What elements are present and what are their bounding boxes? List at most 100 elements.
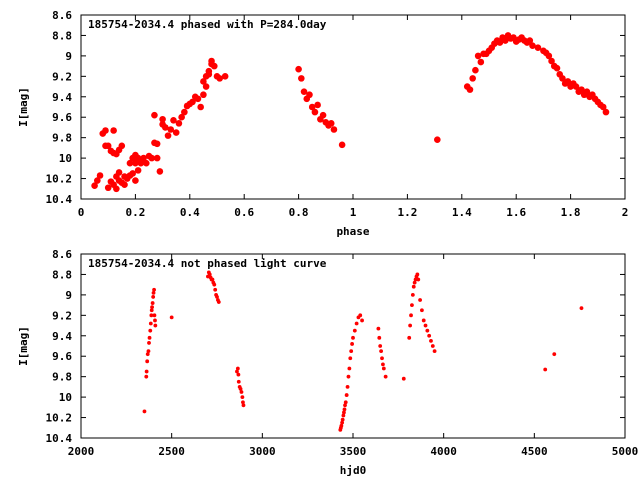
data-point: [572, 83, 580, 90]
data-point: [208, 57, 215, 65]
data-point: [477, 58, 485, 66]
x-tick-label: 0.6: [234, 206, 254, 219]
data-point: [583, 88, 591, 95]
data-point: [474, 52, 482, 60]
data-point: [189, 98, 196, 106]
data-point: [376, 326, 381, 331]
data-point: [236, 379, 241, 384]
data-point: [526, 37, 534, 44]
data-point: [300, 88, 308, 95]
data-point: [216, 300, 221, 304]
data-point: [306, 91, 313, 99]
data-point: [113, 185, 120, 193]
data-point: [151, 295, 156, 299]
data-point: [350, 342, 354, 346]
data-point: [599, 103, 607, 111]
data-point: [416, 277, 421, 282]
data-point: [150, 301, 155, 305]
data-point: [239, 390, 244, 394]
x-tick-label: 1.8: [561, 206, 581, 219]
data-point: [235, 366, 240, 371]
x-tick-label: 0.2: [125, 206, 145, 219]
data-point: [379, 349, 384, 354]
data-point: [338, 141, 346, 149]
data-point: [319, 111, 327, 119]
data-point: [552, 352, 557, 357]
data-point: [110, 127, 117, 134]
data-point: [115, 169, 123, 176]
data-point: [529, 42, 536, 49]
y-tick-label: 9.6: [52, 111, 72, 124]
data-point: [339, 423, 344, 428]
x-tick-label: 0.4: [180, 206, 200, 219]
data-point: [140, 154, 147, 162]
y-axis-label: I[mag]: [17, 326, 30, 366]
data-point: [153, 318, 157, 323]
data-point: [295, 65, 302, 73]
y-tick-label: 10.2: [46, 412, 73, 425]
x-axis-label: hjd0: [340, 464, 367, 477]
y-tick-label: 10.4: [46, 432, 73, 445]
data-point: [543, 367, 548, 372]
data-point: [578, 86, 585, 93]
x-tick-label: 1.4: [452, 206, 472, 219]
x-tick-label: 2: [622, 206, 629, 219]
x-axis-label: phase: [336, 225, 369, 238]
data-point: [153, 154, 161, 162]
x-tick-label: 1.6: [506, 206, 526, 219]
data-point: [381, 366, 386, 371]
data-point: [144, 374, 149, 379]
data-point: [401, 376, 406, 381]
data-point: [236, 372, 241, 377]
data-point: [411, 284, 416, 289]
y-tick-label: 8.8: [52, 29, 72, 42]
data-point: [205, 70, 213, 78]
data-point: [343, 400, 348, 405]
x-tick-label: 0.8: [289, 206, 309, 219]
data-point: [151, 290, 156, 295]
data-point: [415, 272, 420, 277]
data-point: [152, 313, 157, 318]
y-tick-label: 9.6: [52, 350, 72, 363]
data-point: [104, 142, 112, 150]
x-tick-label: 5000: [612, 445, 639, 458]
y-tick-label: 9.2: [52, 70, 72, 83]
data-point: [129, 170, 136, 177]
data-point: [178, 113, 185, 121]
data-point: [207, 272, 212, 277]
y-tick-label: 10: [59, 152, 72, 165]
y-tick-label: 8.8: [52, 268, 72, 281]
data-point: [118, 142, 126, 150]
data-point: [172, 129, 180, 136]
data-point: [96, 172, 104, 179]
data-point: [91, 182, 98, 190]
data-point: [534, 44, 542, 52]
x-tick-label: 2500: [158, 445, 185, 458]
data-point: [145, 352, 150, 357]
y-tick-label: 9.2: [52, 309, 72, 322]
data-point: [181, 108, 188, 116]
plot-frame: [80, 253, 626, 439]
data-point: [340, 417, 345, 422]
data-point: [148, 328, 153, 333]
data-point: [348, 356, 353, 361]
data-point: [346, 374, 351, 379]
data-point: [381, 362, 385, 367]
data-point: [151, 111, 158, 119]
data-point: [170, 116, 177, 124]
data-point: [469, 75, 476, 82]
data-point: [360, 318, 364, 323]
data-point: [169, 315, 174, 320]
data-point: [340, 420, 345, 425]
data-point: [194, 95, 202, 103]
chart-panel-1: 0 0.2 0.4 0.6 0.8 1 1.2 1.4 1.6 1.8 2 8.6 8.8 9 9.2 9.4…: [17, 9, 628, 238]
data-point: [418, 298, 422, 302]
data-point: [142, 159, 150, 167]
data-point: [602, 108, 610, 116]
y-tick-label: 10.4: [46, 193, 73, 206]
data-point: [579, 306, 584, 311]
data-point: [545, 52, 553, 60]
data-point: [344, 393, 349, 397]
